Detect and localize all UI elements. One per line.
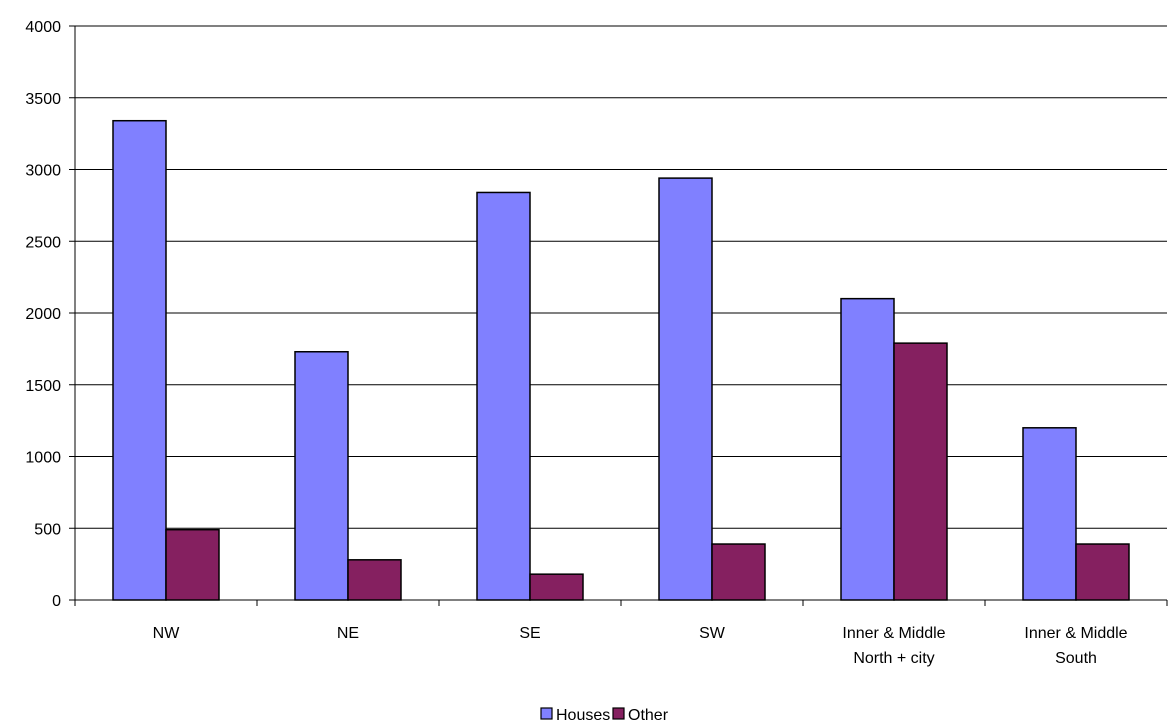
bar-houses-5 [1022, 427, 1077, 601]
x-tick-label: NE [337, 625, 359, 642]
bar-other-3 [711, 543, 766, 601]
x-tick-label: Inner & Middle [842, 625, 945, 642]
x-axis-ticks: NW NE SE SW Inner & Middle North + city Inner … [153, 600, 1168, 667]
bar-other-4 [893, 342, 948, 601]
legend: Houses Other [540, 707, 669, 722]
bar-other-1 [347, 559, 402, 601]
bar-houses-4 [840, 297, 895, 601]
bar-other-5 [1075, 543, 1130, 601]
bar-other-0 [165, 528, 220, 601]
y-tick-label: 2000 [25, 306, 61, 323]
y-tick-label: 0 [52, 593, 61, 610]
x-tick-label: South [1055, 650, 1097, 667]
bar-houses-1 [294, 350, 349, 601]
bar-houses-3 [658, 177, 713, 601]
x-tick-label: NW [153, 625, 181, 642]
bar-houses-0 [112, 119, 167, 601]
x-tick-label: SE [519, 625, 540, 642]
y-tick-label: 3500 [25, 91, 61, 108]
y-axis-ticks: 0 500 1000 1500 2000 2500 3000 3500 4000 [25, 19, 75, 610]
legend-label-other: Other [628, 707, 669, 722]
legend-swatch-other [612, 707, 625, 720]
legend-swatch-houses [540, 707, 553, 720]
bar-other-2 [529, 573, 584, 601]
axes [74, 26, 1167, 606]
y-tick-label: 1000 [25, 450, 61, 467]
y-tick-label: 4000 [25, 19, 61, 36]
x-tick-label: SW [699, 625, 726, 642]
gridlines [75, 25, 1167, 529]
legend-label-houses: Houses [556, 707, 610, 722]
y-tick-label: 3000 [25, 163, 61, 180]
y-tick-label: 500 [34, 521, 61, 538]
x-tick-label: North + city [853, 650, 934, 667]
y-tick-label: 2500 [25, 234, 61, 251]
x-tick-label: Inner & Middle [1024, 625, 1127, 642]
bar-houses-2 [476, 191, 531, 601]
y-tick-label: 1500 [25, 378, 61, 395]
bars [112, 119, 1130, 601]
